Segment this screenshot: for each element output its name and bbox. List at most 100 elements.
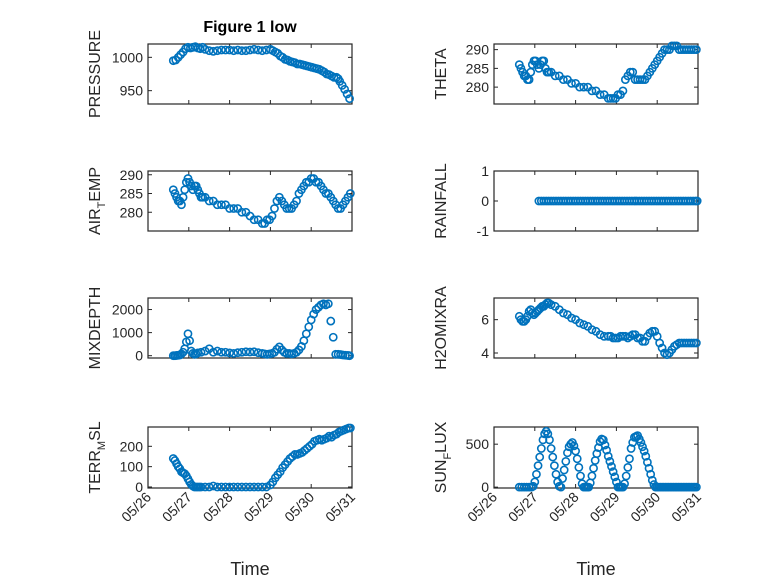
data-point bbox=[245, 347, 255, 357]
data-point bbox=[229, 46, 239, 56]
data-point bbox=[311, 305, 321, 314]
data-point bbox=[657, 343, 667, 353]
subplot-1: 950 1000 PRESSURE Figure 1 low bbox=[87, 19, 354, 118]
data-point bbox=[530, 477, 540, 487]
data-point bbox=[253, 482, 263, 492]
data-point bbox=[257, 46, 267, 56]
y-tick-label: 290 bbox=[120, 167, 144, 183]
data-point bbox=[200, 482, 210, 492]
y-tick-label: 500 bbox=[466, 436, 490, 452]
data-point bbox=[626, 444, 636, 453]
data-point bbox=[345, 189, 355, 198]
data-point bbox=[610, 472, 620, 482]
data-point bbox=[533, 461, 543, 471]
y-axis-label: RAINFALL bbox=[433, 163, 450, 239]
data-point bbox=[208, 347, 218, 357]
data-point bbox=[589, 463, 598, 473]
data-point bbox=[212, 200, 222, 210]
data-point bbox=[602, 445, 612, 455]
y-axis-label: AIRTEMP bbox=[87, 167, 108, 235]
y-tick-label: 6 bbox=[481, 312, 489, 328]
data-point bbox=[342, 89, 352, 99]
data-point bbox=[217, 482, 226, 492]
data-point bbox=[249, 215, 259, 225]
data-point bbox=[233, 348, 243, 358]
data-point bbox=[558, 308, 568, 318]
data-point bbox=[692, 196, 702, 206]
data-point bbox=[559, 465, 569, 475]
data-point bbox=[345, 94, 354, 104]
data-point bbox=[546, 300, 556, 310]
data-series bbox=[514, 41, 701, 103]
data-point bbox=[551, 469, 561, 479]
data-point bbox=[536, 444, 546, 453]
data-point bbox=[655, 338, 665, 348]
data-point bbox=[267, 211, 277, 221]
data-point bbox=[595, 330, 605, 340]
data-point bbox=[245, 45, 255, 55]
data-point bbox=[546, 444, 556, 453]
data-point bbox=[636, 438, 646, 447]
y-axis-label: MIXDEPTH bbox=[87, 287, 104, 370]
data-point bbox=[569, 441, 579, 451]
data-point bbox=[550, 71, 560, 81]
data-point bbox=[532, 469, 541, 479]
data-point bbox=[584, 482, 594, 492]
y-tick-label: 0 bbox=[135, 479, 143, 495]
data-point bbox=[605, 456, 615, 466]
data-point bbox=[558, 474, 567, 483]
data-point bbox=[212, 346, 222, 356]
data-point bbox=[249, 44, 259, 54]
data-point bbox=[598, 435, 608, 445]
data-point bbox=[574, 462, 584, 472]
data-point bbox=[204, 482, 214, 492]
data-point bbox=[212, 482, 222, 492]
data-point bbox=[272, 344, 282, 354]
y-tick-label: 0 bbox=[481, 479, 489, 495]
data-point bbox=[587, 325, 597, 335]
y-tick-label: 950 bbox=[120, 83, 144, 99]
data-point bbox=[575, 82, 585, 92]
data-point bbox=[638, 442, 647, 452]
data-point bbox=[309, 309, 319, 319]
y-tick-label: 4 bbox=[481, 345, 489, 361]
data-point bbox=[198, 42, 208, 52]
data-point bbox=[237, 482, 247, 492]
data-point bbox=[608, 467, 618, 477]
data-point bbox=[587, 86, 597, 96]
data-point bbox=[229, 482, 239, 492]
data-point bbox=[639, 446, 649, 456]
data-point bbox=[567, 313, 576, 323]
y-tick-label: 1000 bbox=[112, 325, 143, 341]
data-point bbox=[204, 46, 214, 56]
y-tick-label: 200 bbox=[120, 438, 144, 454]
data-point bbox=[548, 452, 558, 462]
y-axis-label: PRESSURE bbox=[87, 30, 104, 118]
data-series bbox=[534, 196, 702, 206]
data-point bbox=[644, 463, 654, 473]
data-point bbox=[345, 351, 354, 361]
data-point bbox=[204, 196, 214, 206]
data-point bbox=[556, 482, 566, 492]
data-point bbox=[603, 451, 613, 461]
y-tick-label: 0 bbox=[481, 193, 489, 209]
data-point bbox=[270, 204, 279, 213]
data-point bbox=[221, 482, 230, 492]
y-axis-label: THETA bbox=[433, 48, 450, 100]
data-point bbox=[217, 347, 226, 357]
y-tick-label: 280 bbox=[466, 79, 490, 95]
data-series bbox=[168, 174, 355, 228]
y-tick-label: 1000 bbox=[112, 49, 143, 65]
data-point bbox=[558, 75, 568, 85]
data-point bbox=[567, 78, 576, 88]
data-series bbox=[168, 299, 354, 361]
data-point bbox=[241, 46, 251, 56]
subplot-2: 280 285 290 THETA bbox=[433, 41, 701, 105]
data-point bbox=[607, 462, 616, 471]
data-series bbox=[514, 298, 701, 360]
subplot-4: -1 0 1 RAINFALL bbox=[433, 163, 702, 239]
data-point bbox=[212, 46, 222, 56]
